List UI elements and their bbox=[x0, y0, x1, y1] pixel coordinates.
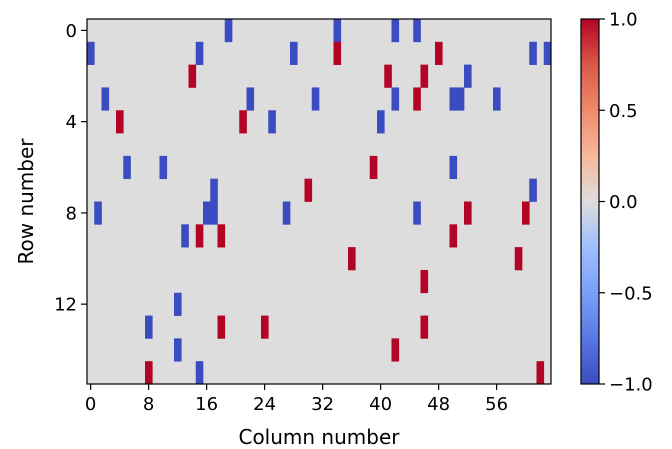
heatmap-cell bbox=[123, 155, 131, 180]
heatmap-cell bbox=[246, 87, 255, 111]
heatmap-cell bbox=[449, 87, 458, 111]
heatmap-cell bbox=[522, 201, 530, 225]
heatmap-cell bbox=[420, 64, 429, 88]
y-axis: 0 4 8 12 bbox=[54, 21, 87, 316]
heatmap-cell bbox=[268, 110, 276, 134]
heatmap-cell bbox=[420, 315, 429, 339]
heatmap-cell bbox=[87, 41, 95, 65]
heatmap-cell bbox=[449, 155, 458, 180]
heatmap-cells bbox=[87, 19, 552, 385]
heatmap-cell bbox=[413, 19, 421, 43]
heatmap-cell bbox=[174, 338, 182, 362]
y-tick-label: 0 bbox=[66, 21, 77, 42]
x-axis: 0 8 16 24 32 40 48 56 bbox=[85, 384, 508, 415]
heatmap-cell bbox=[145, 361, 153, 385]
heatmap-cell bbox=[210, 201, 218, 225]
heatmap-cell bbox=[210, 178, 218, 202]
heatmap-cell bbox=[391, 19, 400, 43]
heatmap-cell bbox=[493, 87, 501, 111]
heatmap-cell bbox=[543, 41, 552, 65]
colorbar-tick-label: 0.0 bbox=[609, 192, 638, 213]
x-tick-label: 32 bbox=[311, 394, 334, 415]
heatmap-cell bbox=[369, 155, 378, 180]
heatmap-cell bbox=[420, 269, 429, 294]
heatmap-cell bbox=[159, 155, 168, 180]
heatmap-cell bbox=[435, 41, 443, 65]
heatmap-cell bbox=[536, 361, 545, 385]
heatmap-cell bbox=[188, 64, 197, 88]
heatmap-cell bbox=[195, 224, 204, 248]
colorbar-tick-label: 0.5 bbox=[609, 101, 638, 122]
heatmap-cell bbox=[456, 87, 465, 111]
heatmap-cell bbox=[333, 41, 342, 65]
colorbar-tick-label: −1.0 bbox=[609, 375, 653, 396]
heatmap-cell bbox=[239, 110, 247, 134]
heatmap-cell bbox=[290, 41, 298, 65]
x-tick-label: 40 bbox=[369, 394, 392, 415]
heatmap-cell bbox=[413, 201, 421, 225]
heatmap-cell bbox=[217, 315, 226, 339]
heatmap-cell bbox=[514, 247, 523, 271]
heatmap-cell bbox=[261, 315, 269, 339]
heatmap-cell bbox=[116, 110, 124, 134]
colorbar-gradient bbox=[581, 19, 599, 384]
y-tick-label: 12 bbox=[54, 295, 77, 316]
heatmap-cell bbox=[333, 19, 342, 43]
heatmap-cell bbox=[311, 87, 320, 111]
y-axis-label: Row number bbox=[14, 138, 38, 265]
heatmap-cell bbox=[464, 201, 472, 225]
heatmap-cell bbox=[377, 110, 385, 134]
plot-frame bbox=[86, 18, 552, 385]
heatmap-cell bbox=[384, 64, 392, 88]
heatmap-cell bbox=[174, 292, 182, 316]
x-tick-label: 56 bbox=[485, 394, 508, 415]
heatmap-cell bbox=[304, 178, 313, 202]
heatmap-cell bbox=[195, 361, 204, 385]
colorbar-ticks: −1.0 −0.5 0.0 0.5 1.0 bbox=[599, 10, 653, 396]
heatmap-cell bbox=[224, 19, 233, 43]
heatmap-cell bbox=[195, 41, 204, 65]
heatmap-background bbox=[87, 19, 551, 384]
x-tick-label: 8 bbox=[143, 394, 154, 415]
heatmap-cell bbox=[145, 315, 153, 339]
heatmap-cell bbox=[203, 201, 211, 225]
heatmap-cell bbox=[449, 224, 458, 248]
colorbar-tick-label: 1.0 bbox=[609, 10, 638, 31]
y-tick-label: 4 bbox=[66, 112, 77, 133]
heatmap-cell bbox=[529, 178, 537, 202]
x-tick-label: 16 bbox=[195, 394, 218, 415]
heatmap-cell bbox=[282, 201, 291, 225]
heatmap-cell bbox=[529, 41, 537, 65]
heatmap-plot-area bbox=[86, 18, 552, 385]
heatmap-cell bbox=[217, 224, 226, 248]
heatmap-cell bbox=[391, 338, 400, 362]
x-axis-label: Column number bbox=[238, 425, 400, 449]
colorbar-tick-label: −0.5 bbox=[609, 283, 653, 304]
x-tick-label: 24 bbox=[253, 394, 276, 415]
y-tick-label: 8 bbox=[66, 203, 77, 224]
heatmap-cell bbox=[464, 64, 472, 88]
heatmap-cell bbox=[413, 87, 421, 111]
heatmap-cell bbox=[101, 87, 110, 111]
colorbar: −1.0 −0.5 0.0 0.5 1.0 bbox=[580, 10, 653, 396]
heatmap-cell bbox=[391, 87, 400, 111]
x-tick-label: 0 bbox=[85, 394, 96, 415]
x-tick-label: 48 bbox=[427, 394, 450, 415]
heatmap-cell bbox=[94, 201, 102, 225]
heatmap-cell bbox=[181, 224, 189, 248]
heatmap-cell bbox=[348, 247, 356, 271]
